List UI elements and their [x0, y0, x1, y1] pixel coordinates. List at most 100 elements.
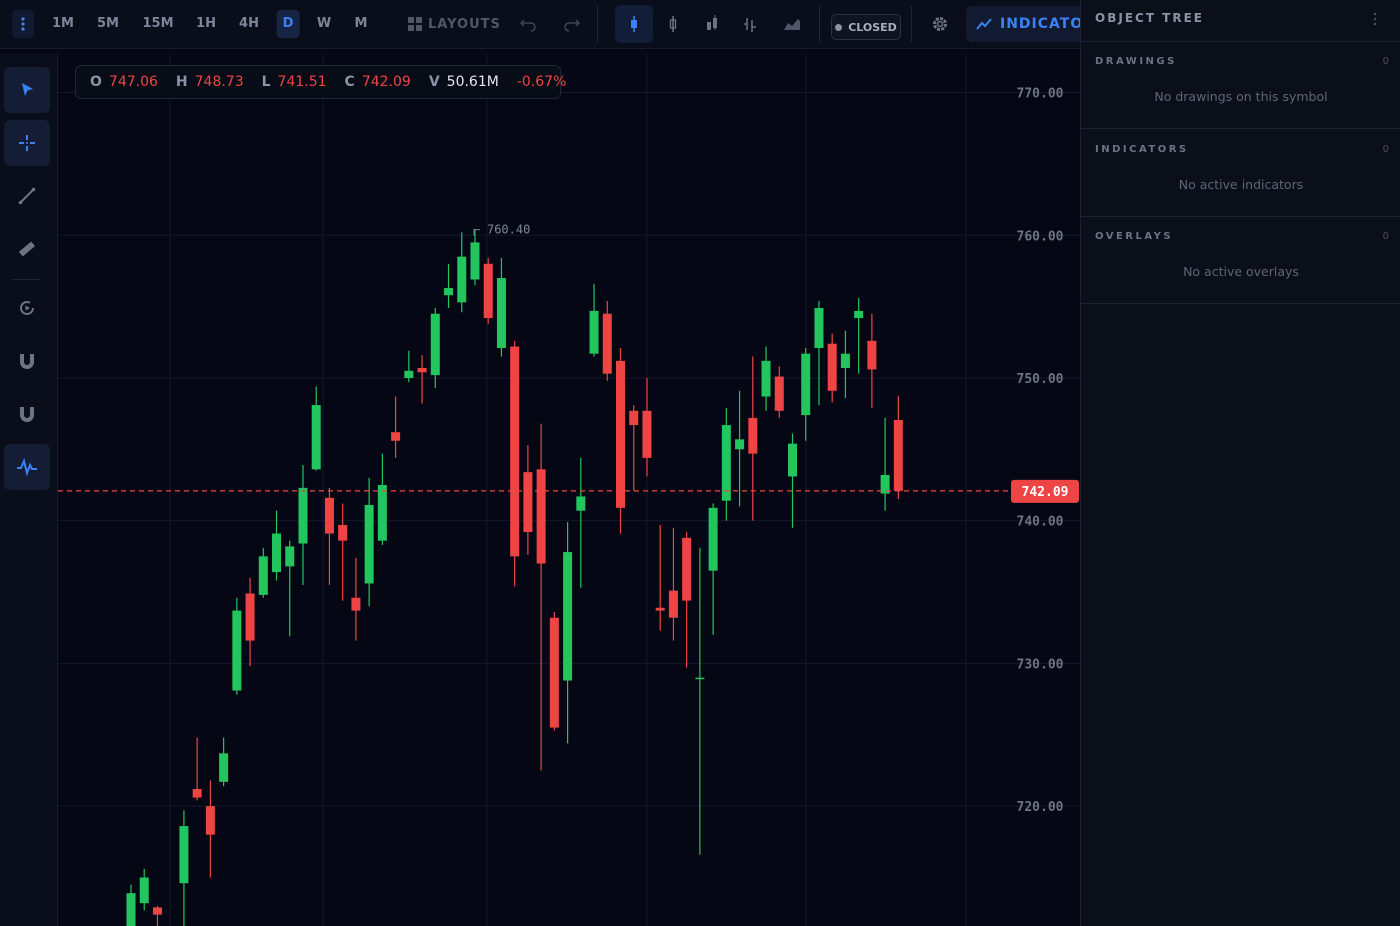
candle-body — [682, 537, 692, 601]
object-tree-panel: OBJECT TREE DRAWINGS 0 No drawings on this… — [1080, 0, 1400, 926]
interval-button[interactable]: W — [316, 16, 332, 31]
replay-tool[interactable] — [4, 285, 50, 331]
line-icon — [18, 187, 36, 205]
panel-menu[interactable] — [1371, 12, 1379, 26]
annotation-marker — [473, 228, 480, 236]
candle-body — [351, 597, 361, 611]
select-tool[interactable] — [4, 67, 50, 113]
candle-body — [827, 343, 837, 391]
candle-body — [840, 353, 850, 368]
indicator-icon — [976, 18, 992, 30]
candle-body — [404, 370, 414, 378]
chart-type-buttons[interactable] — [660, 12, 810, 36]
candle-body — [563, 552, 573, 681]
interval-button[interactable]: 4H — [239, 16, 259, 31]
section-count: 0 — [1382, 231, 1389, 242]
indicator-label: INDICATOR — [1000, 16, 1096, 32]
section-title: INDICATORS — [1095, 143, 1189, 155]
candle-body — [721, 425, 731, 501]
layouts-label: LAYOUTS — [428, 16, 501, 32]
candle-body — [774, 376, 784, 411]
candle-body — [483, 263, 493, 319]
legend-value: 748.73 — [194, 74, 244, 90]
candle-body — [258, 556, 268, 595]
ohlc-legend: O 747.06 H 748.73 L 741.51 C 742.09 V 50.61M -0.67… — [75, 65, 566, 99]
menu-icon — [21, 17, 25, 31]
candle-body — [788, 443, 797, 477]
candle-body — [192, 788, 202, 798]
candle-body — [893, 419, 903, 491]
candle-body — [576, 496, 586, 511]
magnet-icon — [20, 407, 34, 422]
cursor-icon — [22, 83, 33, 96]
y-tick-label: 740.00 — [1017, 515, 1064, 530]
interval-button[interactable]: M — [354, 16, 368, 31]
legend-key: V — [428, 74, 440, 90]
candle-body — [616, 360, 626, 508]
pulse-icon — [17, 457, 37, 477]
section-empty: No drawings on this symbol — [1154, 89, 1328, 104]
divider — [1081, 303, 1400, 304]
crosshair-tool[interactable] — [4, 120, 50, 166]
undo-redo[interactable] — [520, 14, 584, 34]
legend-value: 741.51 — [277, 74, 327, 90]
candle-body — [536, 469, 546, 564]
magnet-tool[interactable] — [4, 338, 50, 384]
y-tick-label: 750.00 — [1017, 372, 1064, 387]
candle-body — [496, 278, 506, 348]
section-title: DRAWINGS — [1095, 56, 1177, 67]
top-toolbar: 1M 5M 15M 1H 4H D W M LAYOUTS CLOSED — [0, 0, 1096, 49]
interval-button[interactable]: 5M — [97, 16, 119, 31]
market-status: CLOSED — [831, 14, 901, 40]
interval-button[interactable]: 1M — [52, 16, 74, 31]
interval-button[interactable]: 1H — [196, 16, 216, 31]
candle-body — [695, 677, 705, 680]
candle-body — [708, 507, 718, 571]
measure-tool[interactable] — [4, 226, 50, 272]
indicator-button[interactable]: INDICATOR — [966, 6, 1096, 42]
candle-body — [298, 487, 308, 544]
candle-body — [867, 340, 877, 370]
overlay: 760.40 742.09 — [58, 223, 1079, 503]
candle-body — [523, 472, 533, 533]
legend-key: O — [90, 74, 102, 90]
candle-body — [311, 405, 321, 470]
legend-value: 747.06 — [108, 74, 158, 90]
candle-body — [179, 826, 189, 884]
layouts-button[interactable]: LAYOUTS — [408, 10, 501, 38]
menu-button[interactable] — [12, 10, 34, 38]
candles-type-button[interactable] — [615, 5, 653, 43]
annotation-label: 760.40 — [487, 223, 530, 237]
divider — [1081, 128, 1400, 129]
magnet-strong-tool[interactable] — [4, 391, 50, 437]
candle-body — [629, 410, 639, 426]
candle-body — [205, 806, 215, 835]
candle-body — [549, 617, 559, 728]
candle-body — [748, 417, 758, 454]
section-empty: No active indicators — [1178, 176, 1304, 192]
status-dot — [835, 23, 843, 31]
candle-body — [642, 410, 652, 458]
indicators-tool[interactable] — [4, 444, 50, 490]
legend-key: H — [175, 74, 188, 90]
settings-button[interactable] — [930, 14, 950, 34]
candle-body — [272, 533, 282, 573]
candle-body — [285, 546, 295, 567]
interval-button[interactable]: 15M — [142, 16, 174, 31]
candle-body — [245, 593, 255, 641]
magnet-icon — [20, 354, 34, 369]
candle-body — [324, 497, 334, 534]
candle-body — [152, 907, 162, 915]
y-tick-label: 720.00 — [1017, 800, 1064, 815]
candle-body — [668, 590, 678, 618]
left-toolbar — [0, 54, 58, 926]
interval-button[interactable]: D — [276, 10, 300, 38]
candle-body — [589, 310, 599, 354]
candle-body — [880, 475, 890, 494]
candle-body — [364, 504, 374, 584]
candle-body — [139, 877, 149, 904]
divider — [1081, 215, 1400, 217]
candle-body — [655, 607, 665, 611]
line-tool[interactable] — [4, 173, 50, 219]
